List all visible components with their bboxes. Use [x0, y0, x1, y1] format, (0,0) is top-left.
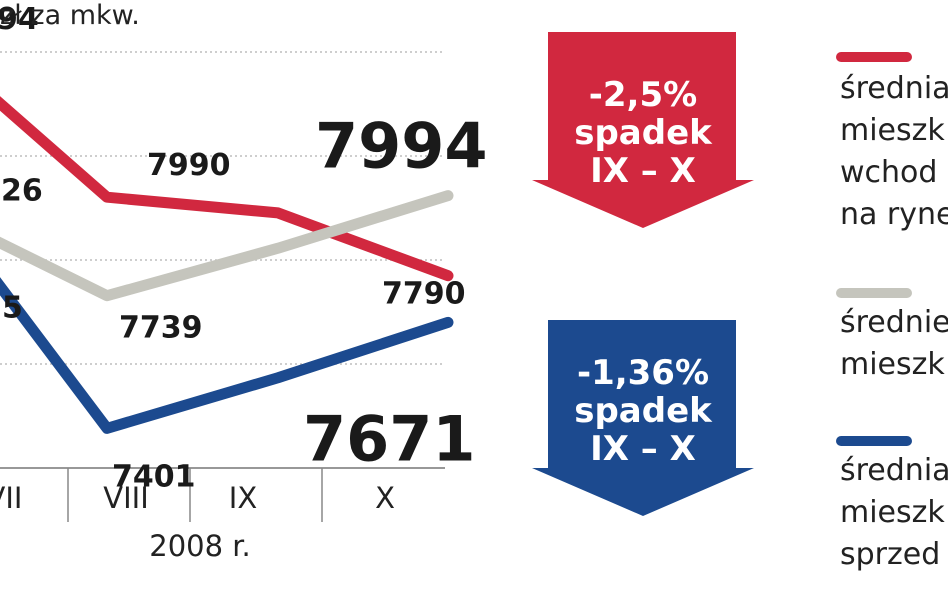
legend-text-red: średnia mieszk wchod na ryne — [840, 71, 948, 232]
data-label: 7990 — [147, 148, 231, 183]
legend-text-gray: średnie mieszk — [840, 305, 948, 382]
blue-decline-arrow: -1,36% spadek IX – X — [530, 318, 756, 518]
data-label: 7401 — [112, 459, 196, 494]
series-line-red — [0, 96, 454, 282]
legend-text-blue: średnia mieszk sprzed — [840, 453, 948, 572]
down-arrow-icon — [532, 320, 754, 516]
x-tick-label: VIII — [103, 481, 149, 515]
red-arrow-percent: -2,5% — [588, 75, 698, 115]
blue-arrow-period: IX – X — [590, 429, 696, 469]
x-tick-label: VII — [0, 481, 22, 515]
series-lines — [0, 96, 454, 434]
red-arrow-period: IX – X — [590, 151, 696, 191]
series-line-blue — [0, 277, 454, 434]
x-axis-title: 2008 r. — [149, 529, 251, 563]
data-label: 7994 — [315, 110, 488, 183]
x-tick-label: X — [375, 481, 395, 515]
unit-label: zł za mkw. — [0, 0, 140, 31]
x-axis: VII VIII IX X 2008 r. — [0, 467, 445, 563]
data-label: 94 — [0, 2, 39, 37]
data-label: 5 — [2, 291, 23, 326]
data-label: 7671 — [303, 402, 476, 475]
series-line-gray — [0, 190, 454, 302]
data-labels: 7990 7739 7401 7790 7994 7671 94 26 5 — [0, 2, 488, 494]
legend-swatch-blue — [836, 436, 912, 446]
grid-lines — [0, 51, 445, 365]
legend-swatch-gray — [836, 288, 912, 298]
line-chart: VII VIII IX X 2008 r. 7990 7739 7401 7790 7994 76… — [0, 2, 488, 563]
blue-arrow-percent: -1,36% — [576, 353, 710, 393]
red-arrow-label: spadek — [574, 113, 712, 153]
legend-swatch-red — [836, 52, 912, 62]
blue-arrow-label: spadek — [574, 391, 712, 431]
down-arrow-icon — [532, 32, 754, 228]
data-label: 7739 — [119, 311, 203, 346]
x-tick-label: IX — [229, 481, 257, 515]
data-label: 7790 — [382, 277, 466, 312]
red-decline-arrow: -2,5% spadek IX – X — [530, 30, 756, 230]
data-label: 26 — [1, 173, 43, 208]
